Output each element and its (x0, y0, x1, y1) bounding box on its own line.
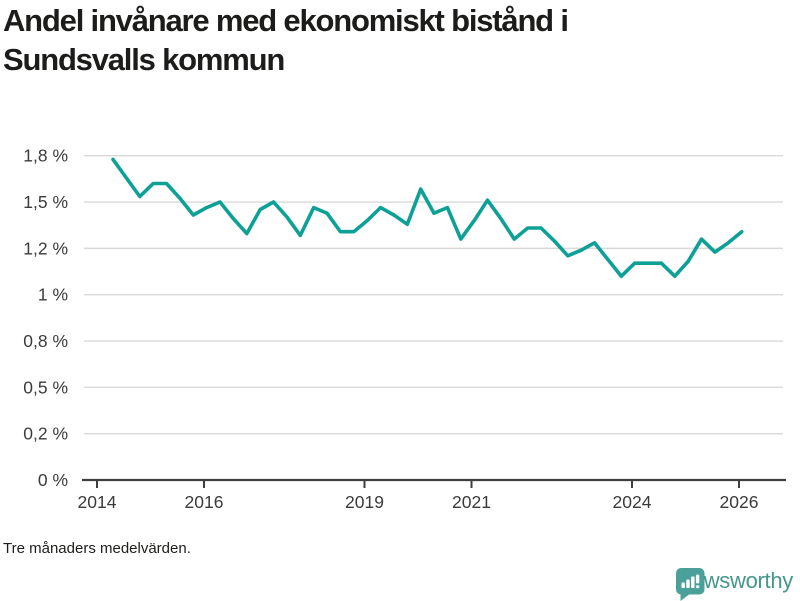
data-series-line (111, 157, 744, 279)
x-axis-tick-label: 2014 (78, 492, 117, 512)
x-axis-tick-label: 2024 (613, 492, 652, 512)
y-axis-tick-label: 0,2 % (23, 424, 68, 444)
y-axis-tick-label: 1,5 % (23, 192, 68, 212)
x-axis-tick-label: 2026 (720, 492, 759, 512)
x-axis-tick-label: 2016 (185, 492, 224, 512)
y-axis-tick-label: 0,5 % (23, 377, 68, 397)
y-axis-tick-label: 0,8 % (23, 331, 68, 351)
page-title-line2: Sundsvalls kommun (3, 42, 285, 77)
y-axis-tick-label: 1 % (38, 285, 68, 305)
newsworthy-logo-icon (676, 568, 705, 601)
page-title: Andel invånare med ekonomiskt bistånd i … (3, 1, 773, 79)
y-axis-tick-label: 1,8 % (23, 146, 68, 166)
newsworthy-brand: Newsworthy (676, 568, 793, 601)
y-axis-tick-label: 0 % (38, 470, 68, 490)
y-axis-tick-label: 1,2 % (23, 238, 68, 258)
x-axis-tick-label: 2019 (345, 492, 384, 512)
x-axis-tick-label: 2021 (452, 492, 491, 512)
page-title-line1: Andel invånare med ekonomiskt bistånd i (3, 3, 569, 38)
chart-footnote: Tre månaders medelvärden. (3, 540, 191, 557)
